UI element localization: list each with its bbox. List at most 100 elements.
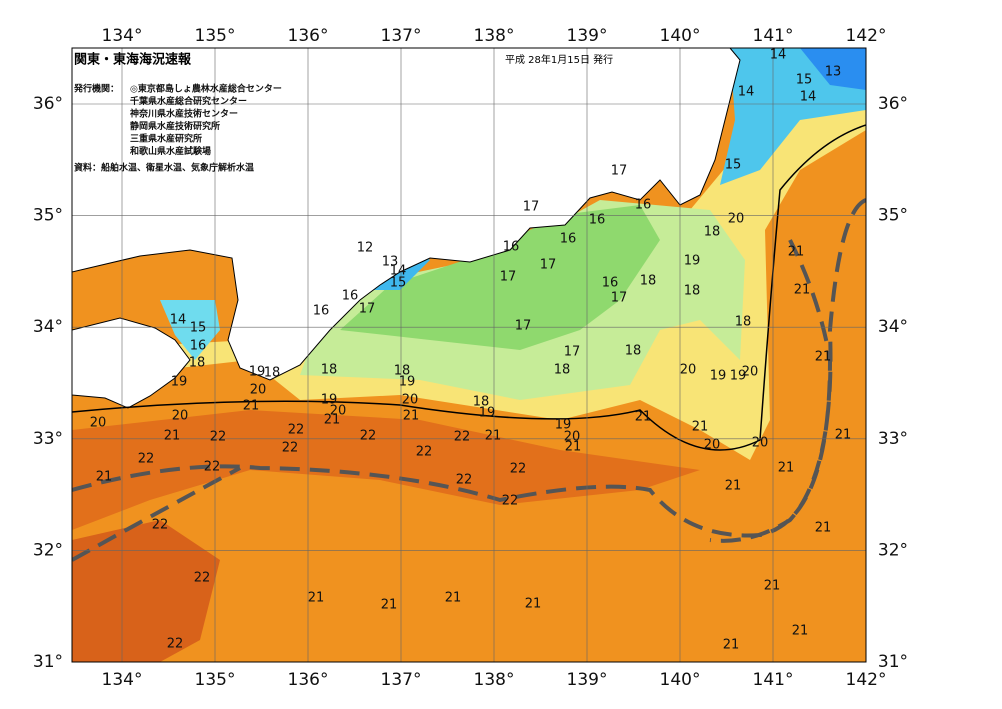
contour-label: 18 bbox=[735, 315, 752, 330]
contour-label: 21 bbox=[525, 597, 542, 612]
contour-label: 20 bbox=[564, 430, 581, 445]
contour-label: 21 bbox=[164, 429, 181, 444]
contour-label: 21 bbox=[788, 245, 805, 260]
contour-label: 20 bbox=[752, 436, 769, 451]
contour-label: 14 bbox=[770, 48, 787, 63]
contour-label: 22 bbox=[456, 473, 473, 488]
contour-label: 16 bbox=[342, 289, 359, 304]
lon-label-top: 138° bbox=[474, 26, 515, 46]
issuer: 神奈川県水産技術センター bbox=[130, 108, 238, 120]
kuroshio-axis bbox=[72, 198, 866, 543]
contour-label: 18 bbox=[704, 225, 721, 240]
lat-label-right: 33° bbox=[878, 429, 908, 449]
contour-label: 16 bbox=[190, 339, 207, 354]
lat-label-right: 31° bbox=[878, 652, 908, 672]
lon-label-bottom: 139° bbox=[567, 670, 608, 690]
map-area bbox=[72, 48, 866, 662]
lon-label-bottom: 138° bbox=[474, 670, 515, 690]
contour-label: 18 bbox=[625, 344, 642, 359]
kuroshio-axis-w bbox=[72, 466, 241, 562]
contour-label: 15 bbox=[796, 73, 813, 88]
contour-label: 21 bbox=[485, 429, 502, 444]
contour-label: 17 bbox=[540, 258, 557, 273]
contour-label: 19 bbox=[399, 375, 416, 390]
contour-label: 20 bbox=[90, 416, 107, 431]
contour-label: 16 bbox=[560, 232, 577, 247]
issuer-label: 発行機関： bbox=[73, 83, 119, 95]
contour-label: 22 bbox=[138, 452, 155, 467]
issuer: ◎東京都島しょ農林水産総合センター bbox=[130, 83, 282, 95]
issuer: 千葉県水産総合研究センター bbox=[130, 95, 247, 107]
contour-label: 18 bbox=[394, 364, 411, 379]
contour-label: 20 bbox=[680, 363, 697, 378]
lon-label-top: 134° bbox=[102, 26, 143, 46]
contour-label: 13 bbox=[382, 255, 399, 270]
contour-label: 19 bbox=[249, 365, 266, 380]
contour-label: 17 bbox=[515, 319, 532, 334]
contour-label: 19 bbox=[171, 375, 188, 390]
contour-label: 17 bbox=[611, 291, 628, 306]
contour-label: 19 bbox=[479, 406, 496, 421]
lon-label-top: 141° bbox=[753, 26, 794, 46]
lon-label-bottom: 140° bbox=[660, 670, 701, 690]
contour-label: 21 bbox=[308, 591, 325, 606]
contour-label: 16 bbox=[503, 240, 520, 255]
contour-label: 19 bbox=[321, 393, 338, 408]
lat-label-left: 36° bbox=[33, 94, 63, 114]
contour-label: 21 bbox=[635, 410, 652, 425]
osaka-bay bbox=[160, 300, 220, 360]
lat-label-right: 34° bbox=[878, 317, 908, 337]
contour-label: 18 bbox=[554, 363, 571, 378]
lat-label-left: 35° bbox=[33, 206, 63, 226]
contour-label: 14 bbox=[390, 264, 407, 279]
map-frame bbox=[71, 47, 867, 663]
contour-label: 20 bbox=[250, 383, 267, 398]
contour-label: 22 bbox=[282, 441, 299, 456]
source: 資料：船舶水温、衛星水温、気象庁解析水温 bbox=[74, 162, 254, 174]
contour-label: 21 bbox=[794, 283, 811, 298]
lon-label-bottom: 135° bbox=[195, 670, 236, 690]
contour-label: 16 bbox=[313, 304, 330, 319]
lon-label-top: 137° bbox=[381, 26, 422, 46]
shikoku bbox=[72, 317, 191, 409]
contour-label: 21 bbox=[723, 638, 740, 653]
lat-label-left: 31° bbox=[33, 652, 63, 672]
contour-label: 21 bbox=[96, 470, 113, 485]
contour-label: 21 bbox=[815, 521, 832, 536]
lat-label-right: 32° bbox=[878, 540, 908, 560]
contour-label: 15 bbox=[390, 276, 407, 291]
sea-22 bbox=[72, 410, 700, 530]
contour-label: 16 bbox=[602, 276, 619, 291]
contour-label: 19 bbox=[730, 369, 747, 384]
lon-label-bottom: 141° bbox=[753, 670, 794, 690]
contour-label: 22 bbox=[152, 518, 169, 533]
lon-label-bottom: 142° bbox=[846, 670, 887, 690]
contour-label: 21 bbox=[445, 591, 462, 606]
kashima-cold bbox=[800, 48, 866, 90]
contour-label: 19 bbox=[555, 418, 572, 433]
contour-label: 18 bbox=[640, 274, 657, 289]
lon-label-top: 139° bbox=[567, 26, 608, 46]
contour-label: 20 bbox=[402, 393, 419, 408]
contour-label: 19 bbox=[684, 254, 701, 269]
contour-label: 20 bbox=[728, 212, 745, 227]
contour-label: 20 bbox=[742, 365, 759, 380]
contour-label: 19 bbox=[710, 369, 727, 384]
contour-label: 22 bbox=[194, 571, 211, 586]
contour-label: 21 bbox=[764, 579, 781, 594]
contour-label: 22 bbox=[167, 637, 184, 652]
contour-label: 18 bbox=[264, 366, 281, 381]
contour-label: 22 bbox=[204, 460, 221, 475]
contour-label: 21 bbox=[403, 409, 420, 424]
contour-label: 20 bbox=[172, 409, 189, 424]
contour-label: 17 bbox=[611, 164, 628, 179]
contour-label: 22 bbox=[502, 494, 519, 509]
contour-label: 22 bbox=[454, 430, 471, 445]
issuer: 静岡県水産技術研究所 bbox=[130, 120, 220, 132]
contour-label: 15 bbox=[190, 321, 207, 336]
issuer: 和歌山県水産試験場 bbox=[129, 145, 211, 157]
contour-label: 17 bbox=[523, 200, 540, 215]
contour-label: 21 bbox=[381, 598, 398, 613]
contour-label: 17 bbox=[500, 270, 517, 285]
lon-label-bottom: 134° bbox=[102, 670, 143, 690]
